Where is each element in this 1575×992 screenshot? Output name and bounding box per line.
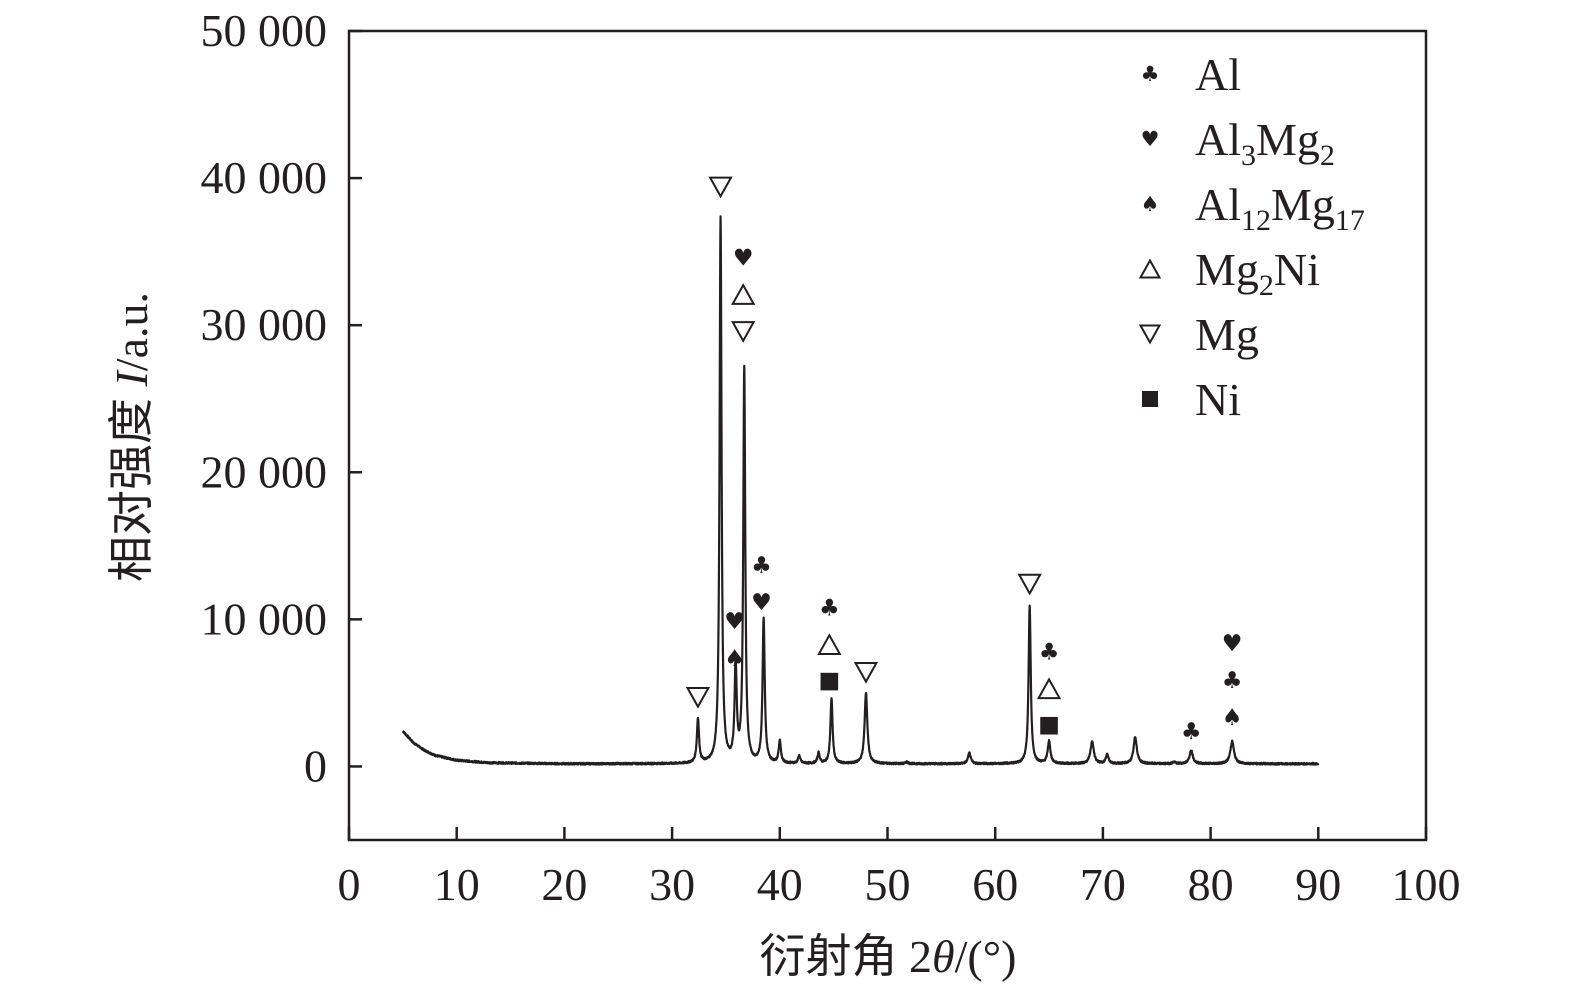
square-icon — [1142, 391, 1158, 407]
y-tick-label: 30 000 — [201, 299, 328, 350]
triangle-down-icon — [708, 176, 733, 199]
y-tick-label: 0 — [304, 740, 327, 791]
club-icon: ♣ — [1181, 719, 1202, 745]
club-icon: ♣ — [1141, 62, 1160, 86]
x-tick-label: 0 — [338, 859, 361, 910]
x-tick-label: 10 — [434, 859, 480, 910]
triangle-down-icon — [685, 686, 711, 709]
peak-label-stack — [853, 661, 879, 684]
square-icon — [1040, 716, 1058, 735]
triangle-up-icon — [1138, 258, 1162, 279]
x-tick-label: 30 — [649, 859, 695, 910]
spade-icon: ♠ — [1141, 192, 1160, 216]
triangle-down-icon — [1138, 324, 1162, 345]
peak-label-stack: ♣ — [1181, 719, 1202, 745]
legend-item: ♥ Al3Mg2 — [1141, 114, 1335, 172]
x-tick-label: 100 — [1392, 859, 1461, 910]
heart-icon: ♥ — [751, 590, 772, 616]
y-tick-label: 10 000 — [201, 593, 328, 644]
club-icon: ♣ — [1222, 668, 1243, 694]
y-axis-title: 相对强度 I/a.u. — [106, 292, 157, 582]
triangle-down-icon — [853, 661, 879, 684]
legend-item: Mg2Ni — [1138, 244, 1320, 302]
legend-item: ♣ Al — [1141, 49, 1241, 100]
peak-label-stack — [708, 176, 733, 199]
legend-label: Al — [1195, 49, 1241, 100]
peak-label-stack: ♣ — [817, 596, 842, 691]
square-icon — [820, 672, 839, 691]
peak-label-stack: ♥ — [731, 245, 756, 343]
legend-label: Ni — [1195, 374, 1241, 425]
triangle-up-icon — [731, 283, 756, 305]
legend-label: Al12Mg17 — [1195, 179, 1365, 237]
club-icon: ♣ — [1039, 640, 1060, 666]
legend-label: Al3Mg2 — [1195, 114, 1335, 172]
club-icon: ♣ — [751, 553, 772, 579]
peak-label-stack: ♣ — [1036, 640, 1062, 735]
legend-item: ♠ Al12Mg17 — [1141, 179, 1365, 237]
triangle-up-icon — [817, 633, 842, 655]
peak-label-stack: ♥♠ — [724, 609, 745, 672]
peak-label-stack — [1017, 573, 1042, 596]
y-axis: 0 10 000 20 000 30 000 40 000 50 000 — [201, 5, 362, 791]
peak-labels: ♥♥♠♣♥ ♣♣♣♥♣♠ — [685, 176, 1243, 745]
x-tick-label: 40 — [757, 859, 803, 910]
x-tick-label: 80 — [1188, 859, 1234, 910]
x-tick-label: 50 — [865, 859, 911, 910]
club-icon: ♣ — [819, 596, 840, 622]
peak-label-stack: ♣♥ — [751, 553, 772, 616]
legend-item: Mg — [1138, 309, 1259, 360]
heart-icon: ♥ — [1222, 631, 1243, 657]
x-axis: 0 10 20 30 40 50 60 70 80 90 100 — [338, 827, 1461, 910]
legend-label: Mg2Ni — [1195, 244, 1320, 302]
x-axis-title: 衍射角 2θ/(°) — [760, 931, 1017, 982]
heart-icon: ♥ — [724, 609, 745, 635]
peak-label-stack — [685, 686, 711, 709]
triangle-down-icon — [1017, 573, 1042, 596]
y-tick-label: 40 000 — [201, 152, 328, 203]
heart-icon: ♥ — [1141, 127, 1160, 151]
x-tick-label: 90 — [1295, 859, 1341, 910]
legend: ♣ Al ♥ Al3Mg2 ♠ Al12Mg17 Mg2Ni Mg Ni — [1138, 49, 1365, 425]
spade-icon: ♠ — [724, 646, 745, 672]
legend-label: Mg — [1195, 309, 1259, 360]
x-tick-label: 70 — [1080, 859, 1126, 910]
x-tick-label: 60 — [972, 859, 1018, 910]
heart-icon: ♥ — [733, 245, 754, 271]
triangle-down-icon — [731, 321, 756, 343]
xrd-series-line — [401, 215, 1320, 766]
peak-label-stack: ♥ ♣ ♠ — [1222, 631, 1243, 731]
legend-item: Ni — [1142, 374, 1241, 425]
x-tick-label: 20 — [541, 859, 587, 910]
triangle-up-icon — [1036, 677, 1062, 700]
y-tick-label: 50 000 — [201, 5, 328, 56]
series-group — [401, 215, 1320, 766]
y-tick-label: 20 000 — [201, 446, 328, 497]
spade-icon: ♠ — [1222, 705, 1243, 731]
